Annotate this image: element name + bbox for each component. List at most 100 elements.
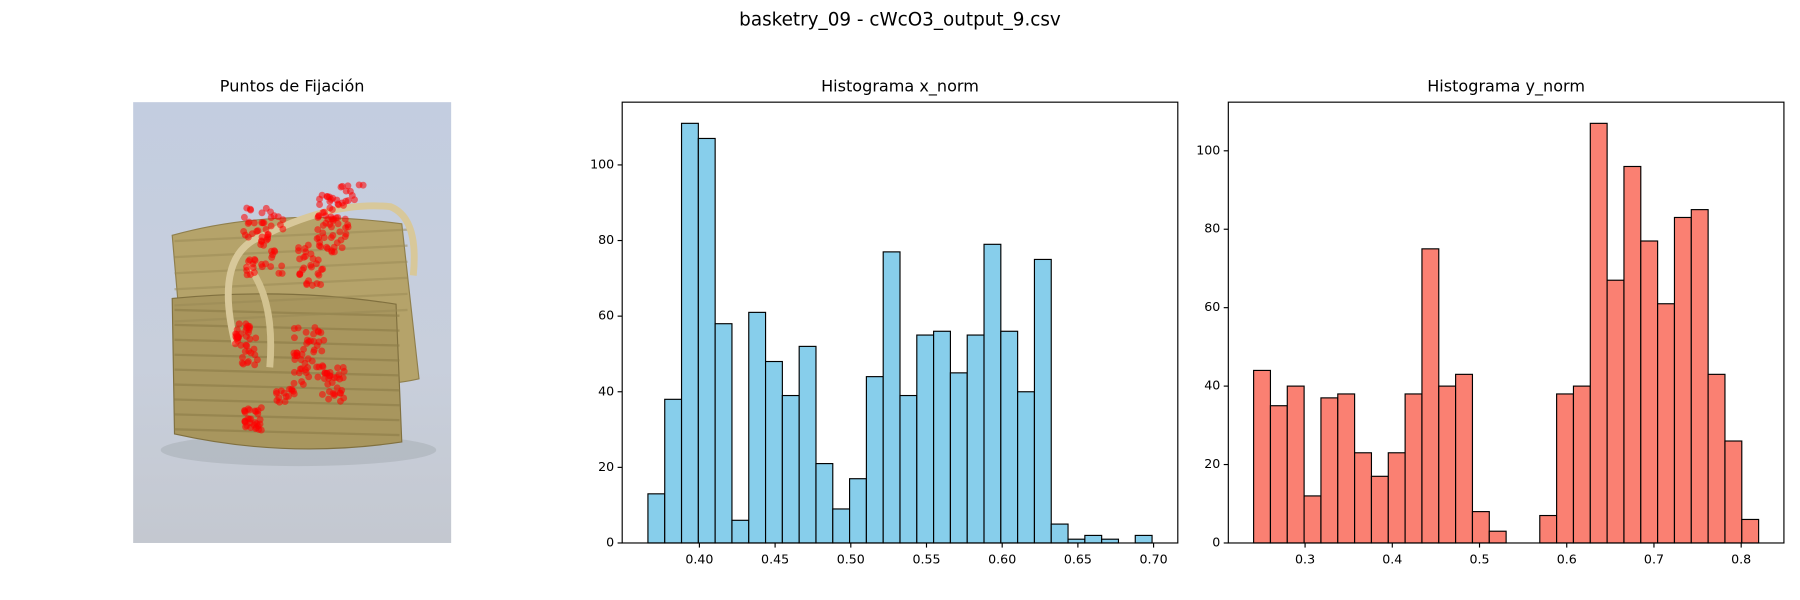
x-tick-label: 0.8 [1731,552,1751,567]
bar [1253,369,1272,544]
y-tick-label: 0 [606,534,614,549]
fixation-dot [295,244,303,252]
fixation-dot [316,201,324,208]
fixation-dot [245,326,253,334]
fixation-dot [250,219,258,227]
y-tick-label: 80 [598,232,614,247]
fixation-dot [317,329,325,337]
bar [849,478,867,544]
bar [1438,385,1457,544]
fixation-dot [267,263,275,270]
fixation-dot [315,271,323,279]
fixation-dot [337,183,345,191]
bar [1084,534,1103,544]
photo [133,102,452,543]
fixation-dot [249,260,257,268]
weave [174,428,400,437]
panel-title: Puntos de Fijación [220,77,365,96]
fixation-dot [330,391,338,399]
fixation-dot [328,223,335,231]
fixation-dot [234,337,242,345]
weave [174,276,408,291]
bar [1134,534,1153,544]
bar [949,372,968,544]
fixation-dot [259,219,267,227]
fixation-dot [329,232,337,239]
x-tick-label: 0.6 [1557,552,1577,567]
bar [647,493,666,544]
y-tick-label: 60 [1204,299,1220,314]
bar [1572,385,1591,544]
fixation-dot [326,204,334,212]
fixation-dot [334,364,342,372]
fixation-dot [319,265,327,273]
fixation-dot [344,197,352,205]
fixation-dot [325,395,333,403]
fixation-dot [325,193,333,201]
fixation-dot [310,346,318,354]
x-tick-label: 0.7 [1644,552,1664,567]
y-tick-label: 40 [1204,378,1220,393]
bar [1033,258,1052,544]
bar [1320,397,1339,544]
fixation-dot [310,337,318,345]
x-tick-label: 0.4 [1382,552,1402,567]
fixation-dot [298,365,306,373]
fixation-dot [264,235,272,243]
fixation-dot [244,359,251,367]
bar [781,394,800,544]
fixation-dot [276,398,283,406]
x-tick-label: 0.60 [988,552,1016,567]
axes-frame [621,101,1179,544]
bar [798,345,817,544]
bar [1421,248,1440,544]
fixation-dot [291,356,299,363]
bar [882,251,901,544]
fixation-dot [248,230,256,238]
bar [1286,385,1305,544]
bar [748,311,767,544]
fixation-dot [296,255,304,263]
panel-title: Histograma y_norm [1427,77,1585,97]
fixation-dot [243,204,251,212]
fixation-dot [246,335,254,343]
fixation-dot [313,363,321,371]
fixation-dot [273,388,280,396]
bar [1387,452,1406,544]
x-tick-label: 0.70 [1140,552,1168,567]
bar [1488,530,1507,544]
fixation-dot [328,248,336,256]
fixation-dot [233,326,241,334]
x-tick-label: 0.50 [837,552,865,567]
y-tick-label: 100 [1196,142,1220,157]
bar [966,334,985,544]
bar [832,508,851,544]
y-tick-label: 20 [1204,456,1220,471]
weave [174,308,400,317]
bar [1606,279,1625,544]
fixation-dot [242,341,250,349]
bar [1455,373,1474,544]
fixation-dot [337,389,345,397]
bar [1000,330,1019,544]
bar [1640,240,1659,544]
x-tick-label: 0.45 [761,552,789,567]
fixation-dot [235,320,243,328]
bar [1690,209,1709,544]
fixation-dot [290,379,298,387]
bar [1303,495,1322,544]
fixation-dot [267,222,275,230]
fixation-dot [286,385,293,393]
fixation-dot [240,213,248,221]
y-tick-label: 0 [1212,534,1220,549]
fixation-dot [333,384,341,392]
bar [916,334,935,544]
bar [1657,303,1676,544]
fixation-dot [245,218,253,226]
fixation-dot [241,408,249,416]
fixation-dot [291,334,298,342]
bar [714,323,733,544]
fixation-dot [334,220,342,228]
